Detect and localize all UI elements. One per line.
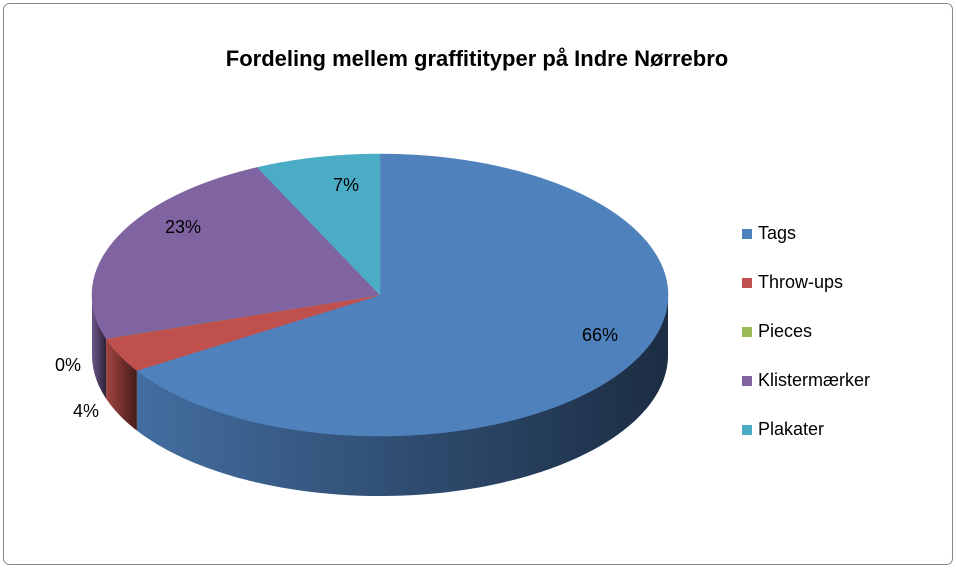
- legend-swatch: [742, 376, 752, 386]
- legend-swatch: [742, 327, 752, 337]
- data-label: 0%: [55, 355, 81, 375]
- legend-swatch: [742, 278, 752, 288]
- data-label: 23%: [165, 217, 201, 237]
- legend-label: Throw-ups: [758, 272, 843, 292]
- data-label: 66%: [582, 325, 618, 345]
- slice: [91, 167, 381, 339]
- legend-swatch: [742, 425, 752, 435]
- slice: [256, 153, 381, 296]
- data-label: 7%: [333, 175, 359, 195]
- slice-side-shade: [92, 295, 107, 399]
- legend-label: Tags: [758, 223, 796, 243]
- slice: [136, 153, 669, 437]
- chart-title: Fordeling mellem graffitityper på Indre …: [226, 46, 728, 71]
- slice: [105, 294, 381, 371]
- legend-label: Pieces: [758, 321, 812, 341]
- slice-side-shade: [136, 295, 668, 496]
- data-label: 4%: [73, 401, 99, 421]
- legend-swatch: [742, 229, 752, 239]
- slice-side-shade: [106, 338, 137, 431]
- legend-label: Klistermærker: [758, 370, 870, 390]
- legend-label: Plakater: [758, 419, 824, 439]
